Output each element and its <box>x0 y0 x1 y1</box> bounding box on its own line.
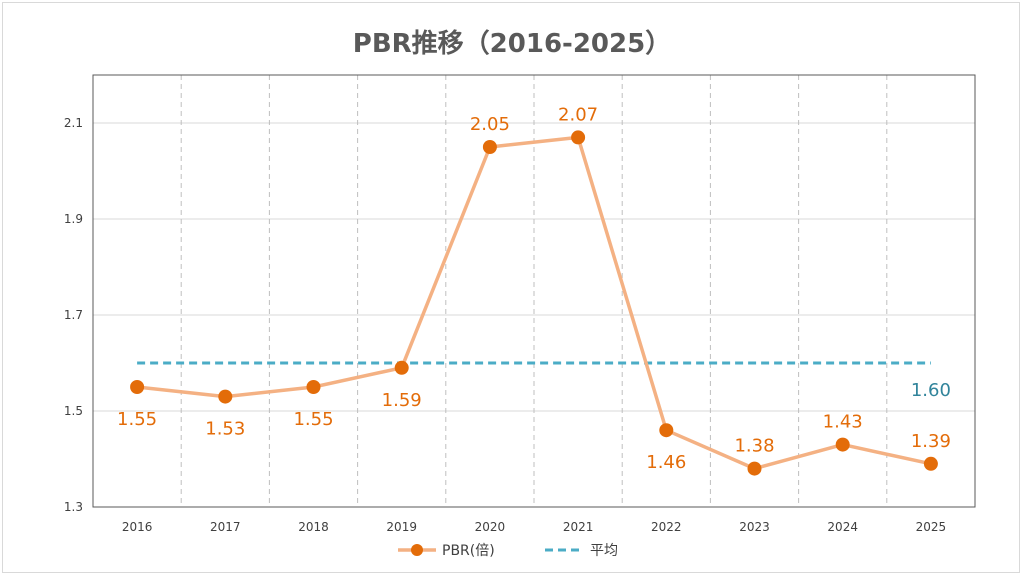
data-label: 1.43 <box>823 412 863 433</box>
y-tick-label: 1.7 <box>64 308 83 322</box>
pbr-line <box>136 135 932 471</box>
pbr-point <box>482 140 497 154</box>
data-label: 1.55 <box>117 409 157 430</box>
data-label: 1.55 <box>293 409 333 430</box>
chart-title: PBR推移（2016-2025） <box>353 29 671 59</box>
x-tick-label: 2023 <box>739 520 770 534</box>
pbr-point <box>394 360 409 375</box>
x-tick-label: 2019 <box>386 520 417 534</box>
data-label: 1.39 <box>911 431 951 452</box>
series-layer <box>130 130 938 476</box>
pbr-point <box>835 437 850 452</box>
pbr-point <box>659 423 674 438</box>
legend-marker-pbr <box>411 544 423 556</box>
data-label: 1.38 <box>734 436 774 457</box>
pbr-point <box>130 380 145 394</box>
x-tick-label: 2022 <box>651 520 682 534</box>
pbr-point <box>218 389 233 404</box>
average-label: 1.60 <box>911 380 951 401</box>
y-tick-label: 1.9 <box>64 212 83 226</box>
x-tick-label: 2017 <box>210 520 241 534</box>
y-axis: 1.3 1.5 1.7 1.9 2.1 <box>64 116 83 514</box>
legend-label-average: 平均 <box>590 543 618 559</box>
pbr-point <box>571 130 586 145</box>
x-tick-label: 2018 <box>298 520 329 534</box>
pbr-point <box>923 456 938 471</box>
legend[interactable]: PBR(倍) 平均 <box>398 543 618 559</box>
y-tick-label: 1.5 <box>64 404 83 418</box>
x-tick-label: 2020 <box>475 520 506 534</box>
data-label: 2.07 <box>558 104 598 125</box>
y-tick-label: 1.3 <box>64 500 83 514</box>
data-label: 2.05 <box>470 114 510 135</box>
pbr-point <box>747 461 762 476</box>
legend-label-pbr: PBR(倍) <box>442 543 495 559</box>
x-tick-label: 2021 <box>563 520 594 534</box>
plot-area-border <box>92 74 976 508</box>
x-tick-label: 2024 <box>827 520 858 534</box>
data-label: 1.59 <box>382 390 422 411</box>
x-axis: 2016 2017 2018 2019 2020 2021 2022 2023 2024 2025 <box>122 520 946 534</box>
x-tick-label: 2016 <box>122 520 153 534</box>
data-label: 1.53 <box>205 419 245 440</box>
data-labels: 1.55 1.53 1.55 1.59 2.05 2.07 1.46 1.38 1.43 1.39… <box>117 104 951 473</box>
pbr-point <box>306 380 321 394</box>
x-tick-label: 2025 <box>916 520 947 534</box>
legend-item-average[interactable]: 平均 <box>545 543 618 559</box>
legend-item-pbr[interactable]: PBR(倍) <box>398 543 495 559</box>
data-label: 1.46 <box>646 452 686 473</box>
y-tick-label: 2.1 <box>64 116 83 130</box>
